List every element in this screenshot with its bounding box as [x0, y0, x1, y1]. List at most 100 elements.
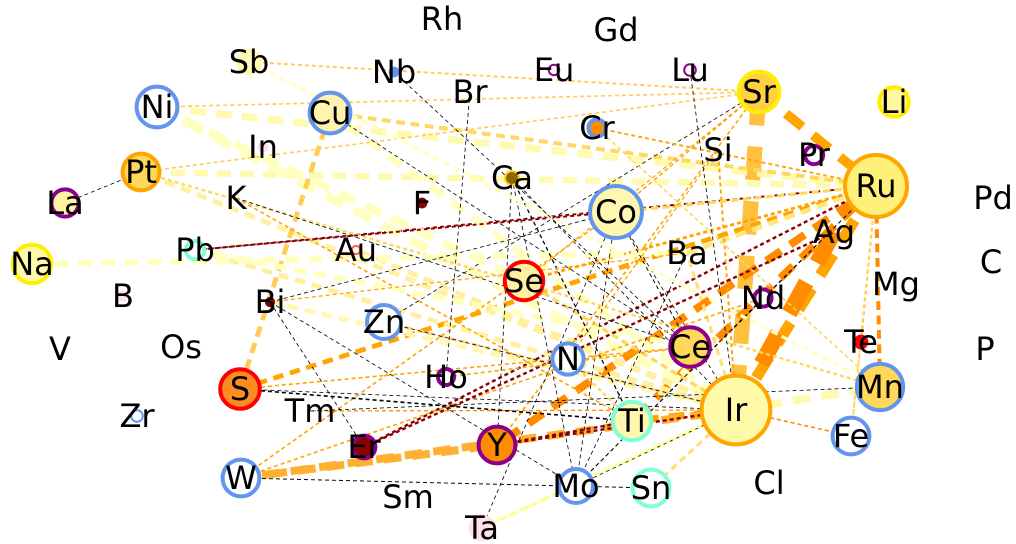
- node-Zr-label: Zr: [119, 397, 155, 435]
- node-V-label: V: [49, 330, 71, 368]
- node-Pr-marker: [802, 143, 826, 167]
- edge-Cr-Mn: [596, 127, 881, 388]
- node-Ca-label: Ca: [491, 159, 533, 197]
- edge-Lu-Ir: [689, 69, 737, 411]
- node-Ho-marker: [435, 366, 457, 388]
- node-Sr-label: Sr: [742, 73, 776, 111]
- node-Sm-label: Sm: [382, 478, 433, 516]
- node-Nd-label: Nd: [741, 279, 785, 317]
- edge-Pb-Ce: [194, 247, 691, 350]
- edge-N-Si: [567, 149, 719, 360]
- node-Au-label: Au: [335, 231, 377, 269]
- node-Cu-label: Cu: [309, 94, 352, 132]
- edge-Ca-Y: [496, 177, 513, 446]
- node-Zn-marker: [365, 303, 403, 341]
- node-Nb-marker: [388, 66, 400, 78]
- node-In-marker: [257, 141, 269, 153]
- node-Ti-label: Ti: [617, 402, 645, 440]
- edge-W-Y: [240, 441, 498, 482]
- edge-Br-Ho: [445, 91, 471, 378]
- node-F-label: F: [413, 184, 431, 222]
- edge-Sr-Ni: [156, 91, 760, 108]
- node-Cr-label: Cr: [579, 109, 615, 147]
- node-Sb-label: Sb: [229, 43, 270, 81]
- node-Ce-label: Ce: [669, 328, 711, 366]
- edge-Ir-Si: [717, 149, 737, 411]
- node-La-label: La: [46, 184, 83, 222]
- node-Ir-label: Ir: [725, 391, 748, 429]
- node-W-marker: [220, 457, 262, 499]
- node-B-label: B: [112, 277, 134, 315]
- edge-Ru-Co: [615, 184, 877, 214]
- edge-W-Nd: [240, 297, 764, 479]
- edge-Mo-Ba: [575, 252, 688, 487]
- edge-Sr-Co: [615, 91, 760, 213]
- node-Sb-marker: [236, 49, 262, 75]
- node-Zr-marker: [130, 409, 144, 423]
- node-Fe-label: Fe: [833, 417, 869, 455]
- node-Y-label: Y: [486, 426, 507, 464]
- edge-Ru-Y: [494, 182, 879, 449]
- node-Pd-label: Pd: [973, 179, 1013, 217]
- edge-layer: [31, 60, 882, 530]
- node-Ni-marker: [134, 84, 180, 130]
- node-Mn-marker: [854, 361, 906, 413]
- edge-Ru-Er: [363, 184, 877, 449]
- edge-Bi-Co: [269, 211, 617, 303]
- node-Lu-marker: [683, 63, 697, 77]
- edge-Ru-S: [239, 183, 877, 392]
- node-Se-marker: [502, 259, 546, 303]
- node-Ca-marker: [504, 170, 520, 186]
- node-Nd-marker: [752, 287, 774, 309]
- node-Au-marker: [350, 244, 362, 256]
- edge-Ru-Ni: [156, 103, 877, 190]
- edge-K-Ce: [235, 197, 691, 348]
- node-layer: [10, 49, 911, 542]
- node-Br-label: Br: [452, 73, 488, 111]
- edge-S-Ce: [239, 346, 691, 390]
- node-Lu-label: Lu: [671, 51, 709, 89]
- node-N-marker: [550, 341, 586, 377]
- edge-Ir-Se: [523, 279, 737, 412]
- edge-Y-Ti: [496, 419, 633, 447]
- node-Mo-marker: [557, 467, 595, 505]
- edge-Ir-Cu: [327, 110, 739, 413]
- edge-Bi-Er: [269, 301, 365, 448]
- edge-Co-Pb: [194, 211, 617, 251]
- edge-Sr-Y: [496, 91, 760, 446]
- edge-Mo-Nd: [575, 297, 764, 487]
- edge-S-Ti: [239, 388, 633, 422]
- node-Cl-label: Cl: [753, 464, 784, 502]
- node-Na-label: Na: [10, 245, 54, 283]
- node-Tm-label: Tm: [284, 392, 336, 430]
- edge-Sr-Ir: [728, 91, 767, 411]
- node-Li-label: Li: [881, 83, 908, 121]
- node-Sn-marker: [630, 467, 672, 509]
- node-Te-label: Te: [843, 323, 878, 361]
- edge-Sr-Pt: [140, 91, 760, 173]
- label-layer: Rh Gd Sb Nb Eu Lu Sr Li Ni Cu Br Cr In Si Pr Ru Pt Ca Pd La…: [10, 0, 1013, 544]
- node-Pt-label: Pt: [125, 153, 157, 191]
- node-Pr-label: Pr: [798, 136, 831, 174]
- node-Ho-label: Ho: [424, 358, 468, 396]
- node-F-marker: [416, 197, 428, 209]
- node-Mg-label: Mg: [872, 265, 920, 303]
- node-Ni-label: Ni: [141, 88, 174, 126]
- edge-Sr-Se: [523, 91, 760, 282]
- node-Ta-marker: [468, 514, 496, 542]
- node-Sn-label: Sn: [631, 469, 672, 507]
- node-Pb-marker: [183, 238, 207, 262]
- edge-Pt-Mn: [140, 170, 881, 389]
- node-Gd-label: Gd: [593, 11, 638, 49]
- node-Pt-marker: [120, 151, 162, 193]
- edge-Ni-Se: [155, 103, 526, 285]
- edge-Bi-Mo: [269, 301, 577, 487]
- node-Li-marker: [877, 85, 911, 119]
- node-W-label: W: [225, 459, 257, 497]
- node-N-label: N: [556, 340, 580, 378]
- edge-Ca-Ti: [511, 177, 633, 422]
- node-Nb-label: Nb: [372, 53, 416, 91]
- node-Ta-label: Ta: [464, 509, 499, 544]
- edge-Ir-S: [239, 388, 737, 411]
